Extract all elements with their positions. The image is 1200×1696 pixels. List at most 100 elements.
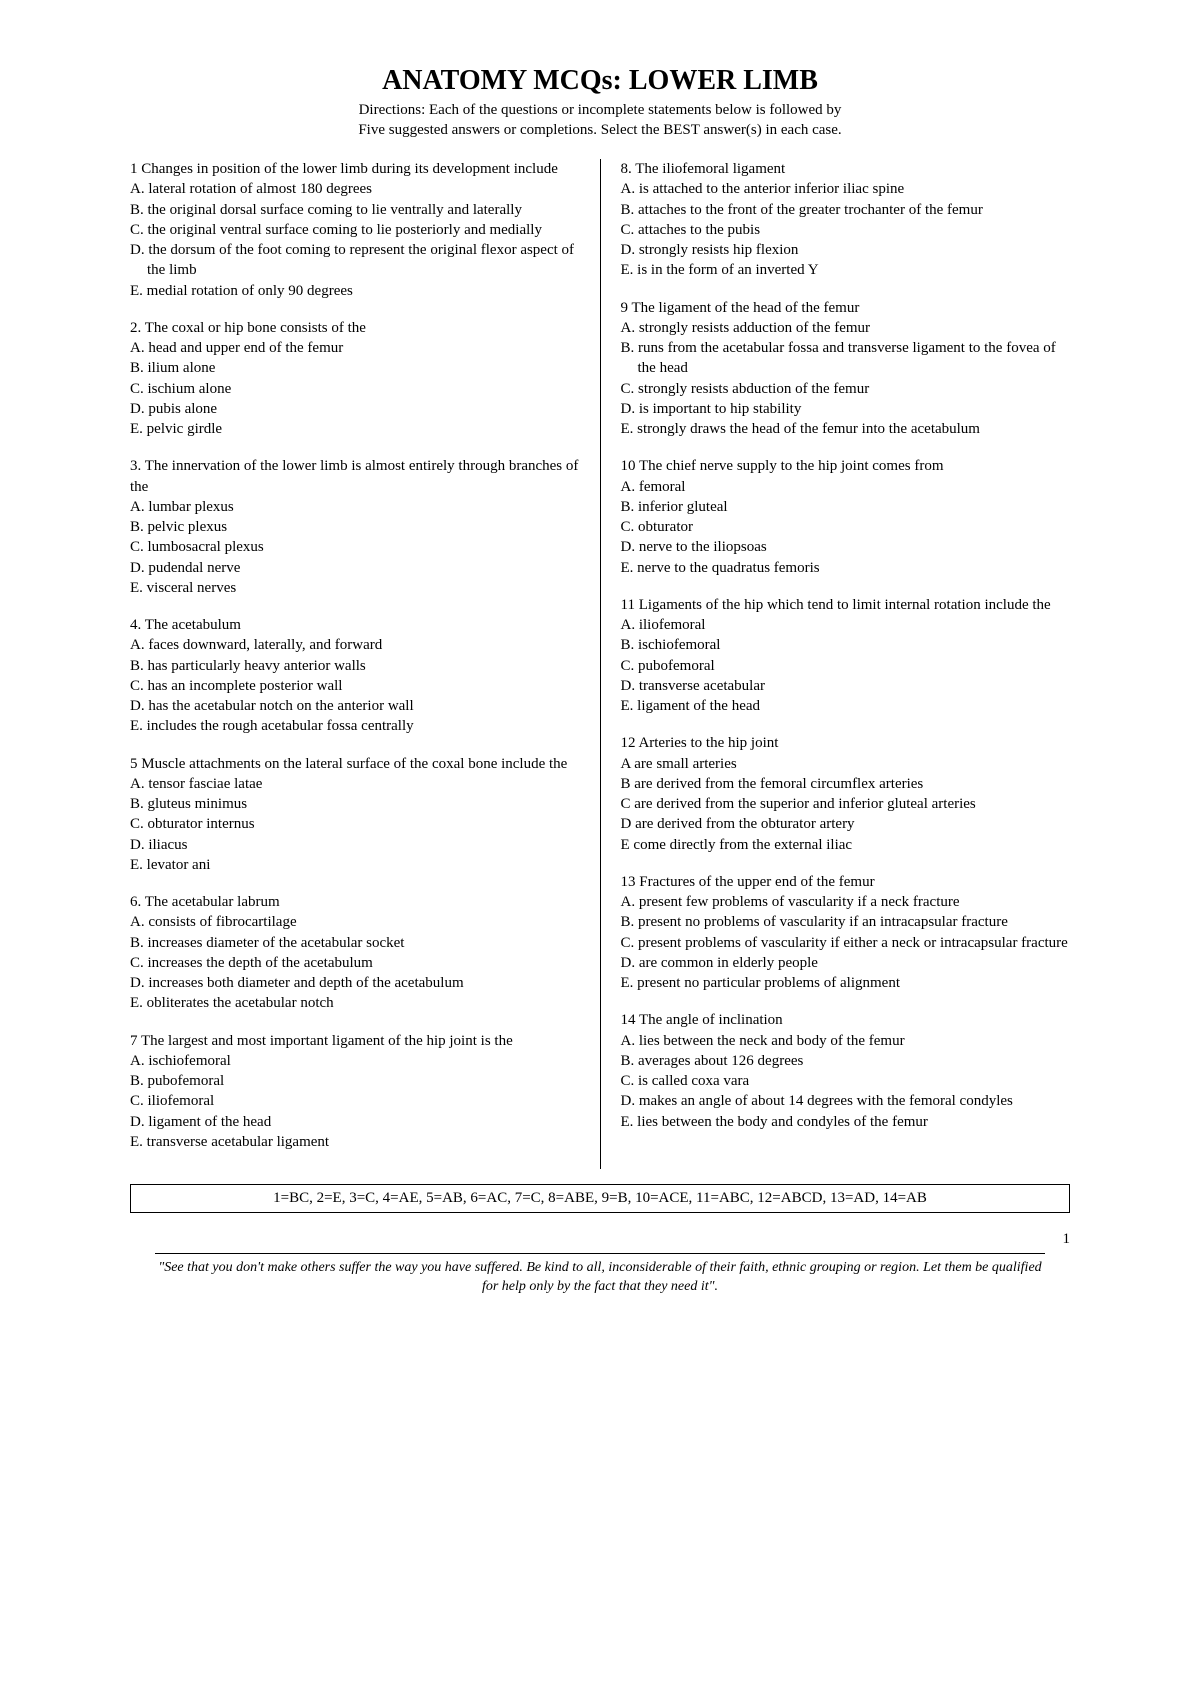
right-column: 8. The iliofemoral ligamentA. is attache…	[601, 159, 1071, 1169]
question-stem: 13 Fractures of the upper end of the fem…	[621, 872, 1071, 892]
question-option: D. pudendal nerve	[130, 558, 580, 578]
question-text: Arteries to the hip joint	[638, 735, 778, 751]
question: 9 The ligament of the head of the femur A…	[621, 298, 1071, 440]
question-option: E come directly from the external iliac	[621, 835, 1071, 855]
questions-columns: 1 Changes in position of the lower limb …	[130, 159, 1070, 1169]
question-option: B. ischiofemoral	[621, 635, 1071, 655]
question-option: C. present problems of vascularity if ei…	[621, 933, 1071, 953]
question-text: The acetabular labrum	[145, 894, 280, 910]
question-option: B. gluteus minimus	[130, 794, 580, 814]
question-option: C. obturator internus	[130, 814, 580, 834]
question-option: D. nerve to the iliopsoas	[621, 537, 1071, 557]
question-option: A. present few problems of vascularity i…	[621, 892, 1071, 912]
question-number: 3.	[130, 458, 145, 474]
question-number: 6.	[130, 894, 145, 910]
question-option: D. increases both diameter and depth of …	[130, 973, 580, 993]
question-option: A are small arteries	[621, 754, 1071, 774]
question-text: Muscle attachments on the lateral surfac…	[141, 756, 567, 772]
question-stem: 3. The innervation of the lower limb is …	[130, 456, 580, 497]
question: 13 Fractures of the upper end of the fem…	[621, 872, 1071, 994]
left-column: 1 Changes in position of the lower limb …	[130, 159, 601, 1169]
question: 2. The coxal or hip bone consists of the…	[130, 318, 580, 440]
question-option: D. has the acetabular notch on the anter…	[130, 696, 580, 716]
question-option: C. the original ventral surface coming t…	[130, 220, 580, 240]
question-number: 1	[130, 161, 141, 177]
question-text: The ligament of the head of the femur	[631, 300, 859, 316]
question-text: The chief nerve supply to the hip joint …	[639, 458, 944, 474]
question-option: B. averages about 126 degrees	[621, 1051, 1071, 1071]
footer-divider	[155, 1253, 1045, 1254]
question-stem: 11 Ligaments of the hip which tend to li…	[621, 595, 1071, 615]
question-number: 2.	[130, 320, 145, 336]
question-stem: 4. The acetabulum	[130, 615, 580, 635]
question-option: A. lumbar plexus	[130, 497, 580, 517]
question-option: C. increases the depth of the acetabulum	[130, 953, 580, 973]
question-number: 14	[621, 1012, 639, 1028]
question-option: E. obliterates the acetabular notch	[130, 993, 580, 1013]
question-option: A. tensor fasciae latae	[130, 774, 580, 794]
question-number: 13	[621, 874, 640, 890]
question: 6. The acetabular labrumA. consists of f…	[130, 892, 580, 1014]
question-stem: 12 Arteries to the hip joint	[621, 733, 1071, 753]
question-option: B. the original dorsal surface coming to…	[130, 200, 580, 220]
question-option: C. ischium alone	[130, 379, 580, 399]
question: 12 Arteries to the hip jointA are small …	[621, 733, 1071, 855]
question: 1 Changes in position of the lower limb …	[130, 159, 580, 301]
question-option: A. is attached to the anterior inferior …	[621, 179, 1071, 199]
question-option: E. lies between the body and condyles of…	[621, 1112, 1071, 1132]
question-option: D. iliacus	[130, 835, 580, 855]
directions-line-2: Five suggested answers or completions. S…	[130, 122, 1070, 139]
question-number: 4.	[130, 617, 145, 633]
question-option: E. transverse acetabular ligament	[130, 1132, 580, 1152]
question-option: D. ligament of the head	[130, 1112, 580, 1132]
question-stem: 2. The coxal or hip bone consists of the	[130, 318, 580, 338]
question-option: B are derived from the femoral circumfle…	[621, 774, 1071, 794]
question-option: C. attaches to the pubis	[621, 220, 1071, 240]
question-option: B. present no problems of vascularity if…	[621, 912, 1071, 932]
question: 5 Muscle attachments on the lateral surf…	[130, 754, 580, 876]
question-option: A. head and upper end of the femur	[130, 338, 580, 358]
question-text: Ligaments of the hip which tend to limit…	[639, 597, 1051, 613]
question-option: A. lateral rotation of almost 180 degree…	[130, 179, 580, 199]
question: 8. The iliofemoral ligamentA. is attache…	[621, 159, 1071, 281]
question-option: C. obturator	[621, 517, 1071, 537]
question-stem: 8. The iliofemoral ligament	[621, 159, 1071, 179]
question-text: Fractures of the upper end of the femur	[639, 874, 874, 890]
question-number: 7	[130, 1033, 141, 1049]
question-text: The acetabulum	[145, 617, 241, 633]
question: 4. The acetabulumA. faces downward, late…	[130, 615, 580, 737]
question-option: E. pelvic girdle	[130, 419, 580, 439]
question-option: A. faces downward, laterally, and forwar…	[130, 635, 580, 655]
question-stem: 10 The chief nerve supply to the hip joi…	[621, 456, 1071, 476]
question-option: B. ilium alone	[130, 358, 580, 378]
directions-line-1: Directions: Each of the questions or inc…	[130, 102, 1070, 119]
question-option: B. increases diameter of the acetabular …	[130, 933, 580, 953]
question-option: A. femoral	[621, 477, 1071, 497]
question-stem: 5 Muscle attachments on the lateral surf…	[130, 754, 580, 774]
question-number: 11	[621, 597, 639, 613]
question-number: 9	[621, 300, 632, 316]
question-option: E. is in the form of an inverted Y	[621, 260, 1071, 280]
page-number: 1	[130, 1231, 1070, 1248]
question: 11 Ligaments of the hip which tend to li…	[621, 595, 1071, 717]
footer-quote: "See that you don't make others suffer t…	[130, 1259, 1070, 1297]
question-option: E. nerve to the quadratus femoris	[621, 558, 1071, 578]
page-title: ANATOMY MCQs: LOWER LIMB	[130, 65, 1070, 97]
question-option: D are derived from the obturator artery	[621, 814, 1071, 834]
question-option: B. pubofemoral	[130, 1071, 580, 1091]
question-option: C. strongly resists abduction of the fem…	[621, 379, 1071, 399]
answer-key-box: 1=BC, 2=E, 3=C, 4=AE, 5=AB, 6=AC, 7=C, 8…	[130, 1184, 1070, 1213]
question-option: C. lumbosacral plexus	[130, 537, 580, 557]
question-option: E. includes the rough acetabular fossa c…	[130, 716, 580, 736]
question-option: C. pubofemoral	[621, 656, 1071, 676]
question: 14 The angle of inclinationA. lies betwe…	[621, 1010, 1071, 1132]
question-text: Changes in position of the lower limb du…	[141, 161, 558, 177]
question-option: A. iliofemoral	[621, 615, 1071, 635]
question-option: E. medial rotation of only 90 degrees	[130, 281, 580, 301]
question-option: C. iliofemoral	[130, 1091, 580, 1111]
question-stem: 1 Changes in position of the lower limb …	[130, 159, 580, 179]
question-option: A. strongly resists adduction of the fem…	[621, 318, 1071, 338]
question-text: The angle of inclination	[639, 1012, 783, 1028]
question-text: The largest and most important ligament …	[141, 1033, 513, 1049]
question-option: E. present no particular problems of ali…	[621, 973, 1071, 993]
